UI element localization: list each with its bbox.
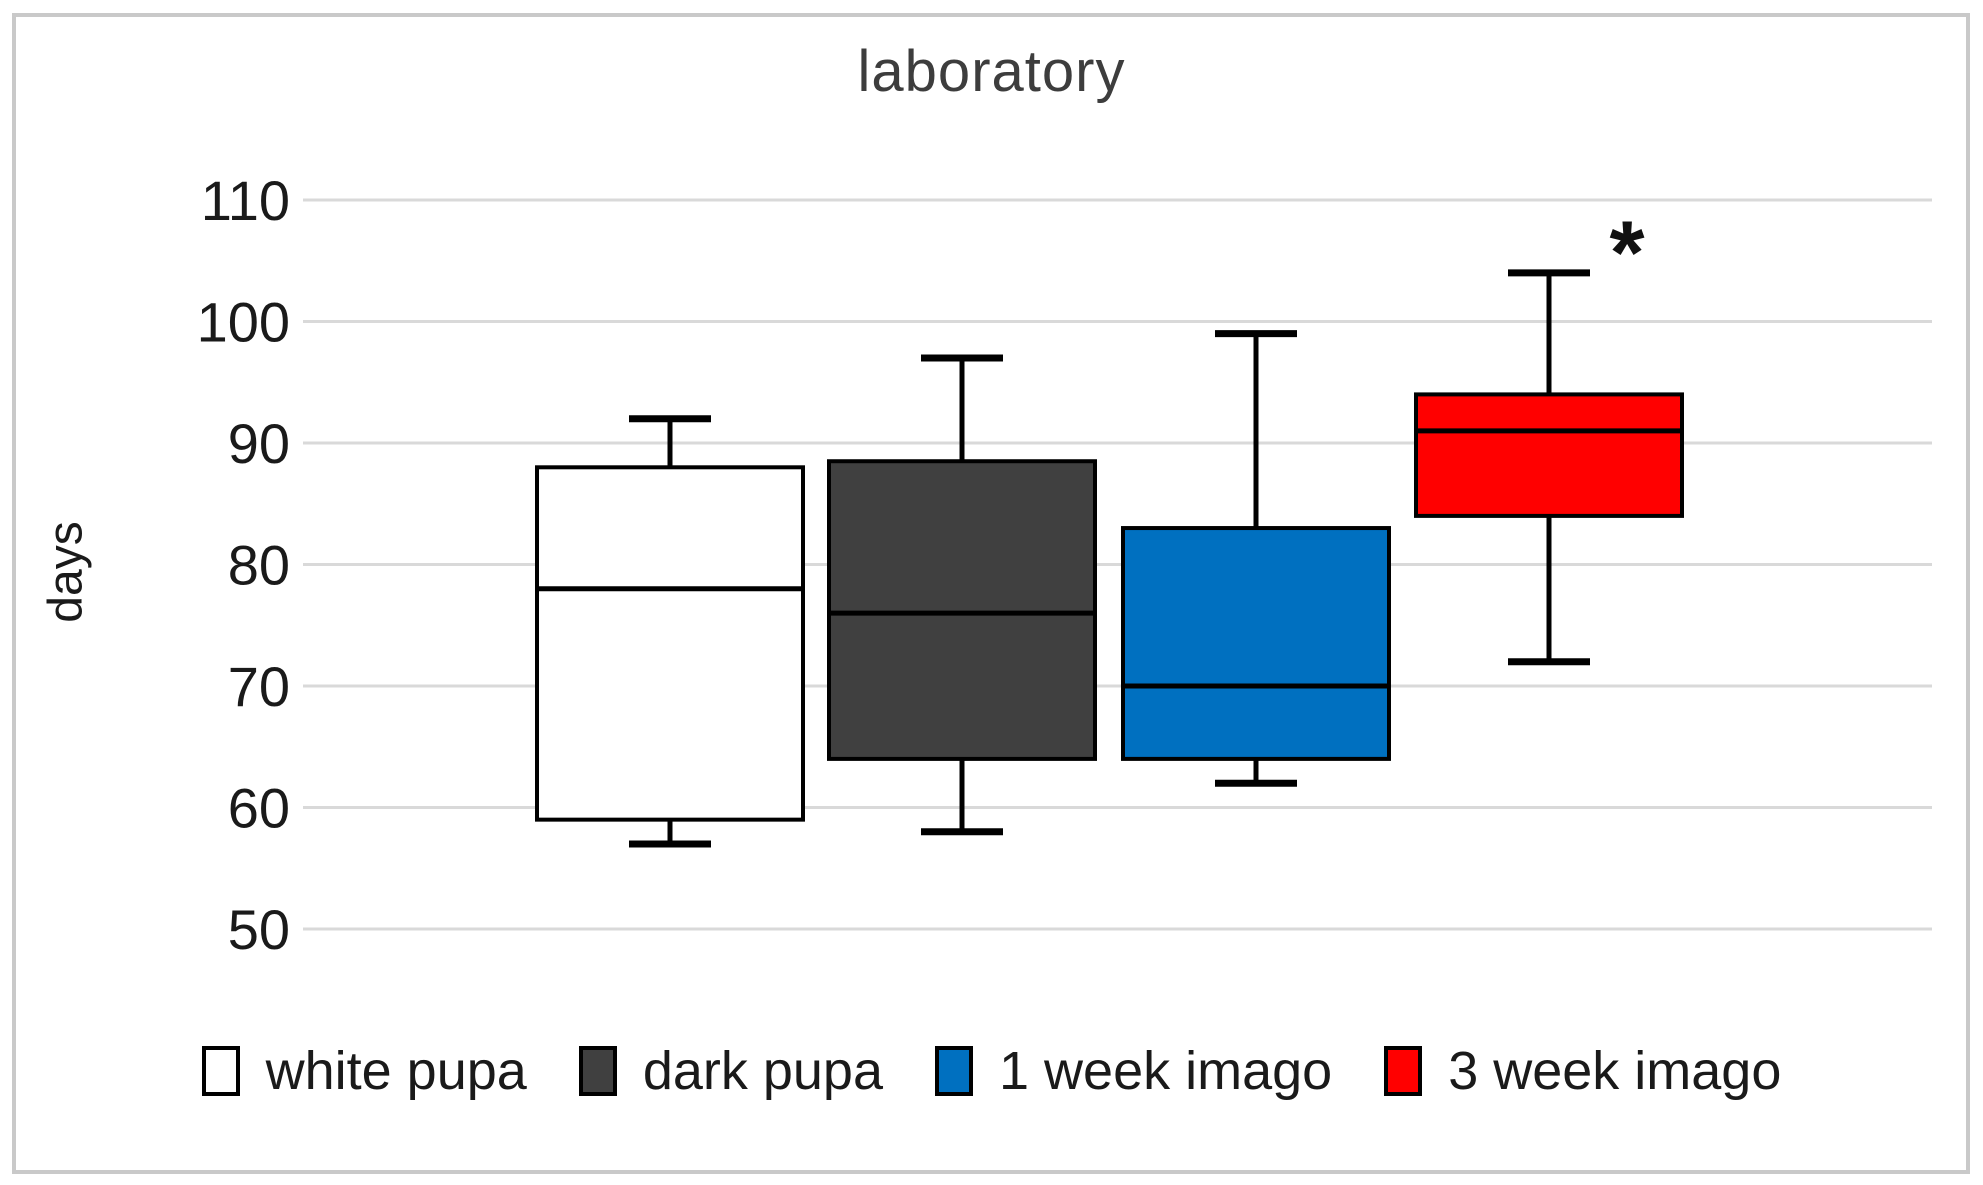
legend-item-1-week-imago: 1 week imago bbox=[935, 1040, 1332, 1102]
significance-asterisk: * bbox=[1609, 203, 1644, 303]
box-white-pupa bbox=[535, 465, 805, 822]
box-3-week-imago bbox=[1414, 392, 1684, 518]
legend-label-3-week-imago: 3 week imago bbox=[1448, 1041, 1782, 1101]
y-tick-label-80: 80 bbox=[228, 534, 290, 597]
y-tick-label-100: 100 bbox=[197, 291, 290, 354]
legend-label-white-pupa: white pupa bbox=[265, 1041, 527, 1101]
y-tick-label-50: 50 bbox=[228, 898, 290, 961]
legend-label-1-week-imago: 1 week imago bbox=[999, 1041, 1333, 1101]
legend-item-dark-pupa: dark pupa bbox=[578, 1040, 883, 1102]
legend-label-dark-pupa: dark pupa bbox=[642, 1041, 883, 1101]
box-dark-pupa bbox=[827, 459, 1097, 761]
legend-swatch-1-week-imago bbox=[935, 1046, 973, 1096]
y-tick-label-70: 70 bbox=[228, 655, 290, 718]
chart-title: laboratory bbox=[857, 39, 1126, 104]
legend-swatch-dark-pupa bbox=[578, 1046, 617, 1096]
legend-item-3-week-imago: 3 week imago bbox=[1384, 1040, 1781, 1102]
box-1-week-imago bbox=[1121, 526, 1391, 761]
legend-swatch-3-week-imago bbox=[1384, 1046, 1423, 1096]
y-tick-label-60: 60 bbox=[228, 777, 290, 840]
legend-swatch-white-pupa bbox=[201, 1046, 240, 1096]
legend: white pupa dark pupa 1 week imago 3 week im… bbox=[0, 1040, 1983, 1102]
legend-item-white-pupa: white pupa bbox=[201, 1040, 527, 1102]
y-tick-label-110: 110 bbox=[201, 169, 290, 232]
y-tick-label-90: 90 bbox=[228, 412, 290, 475]
